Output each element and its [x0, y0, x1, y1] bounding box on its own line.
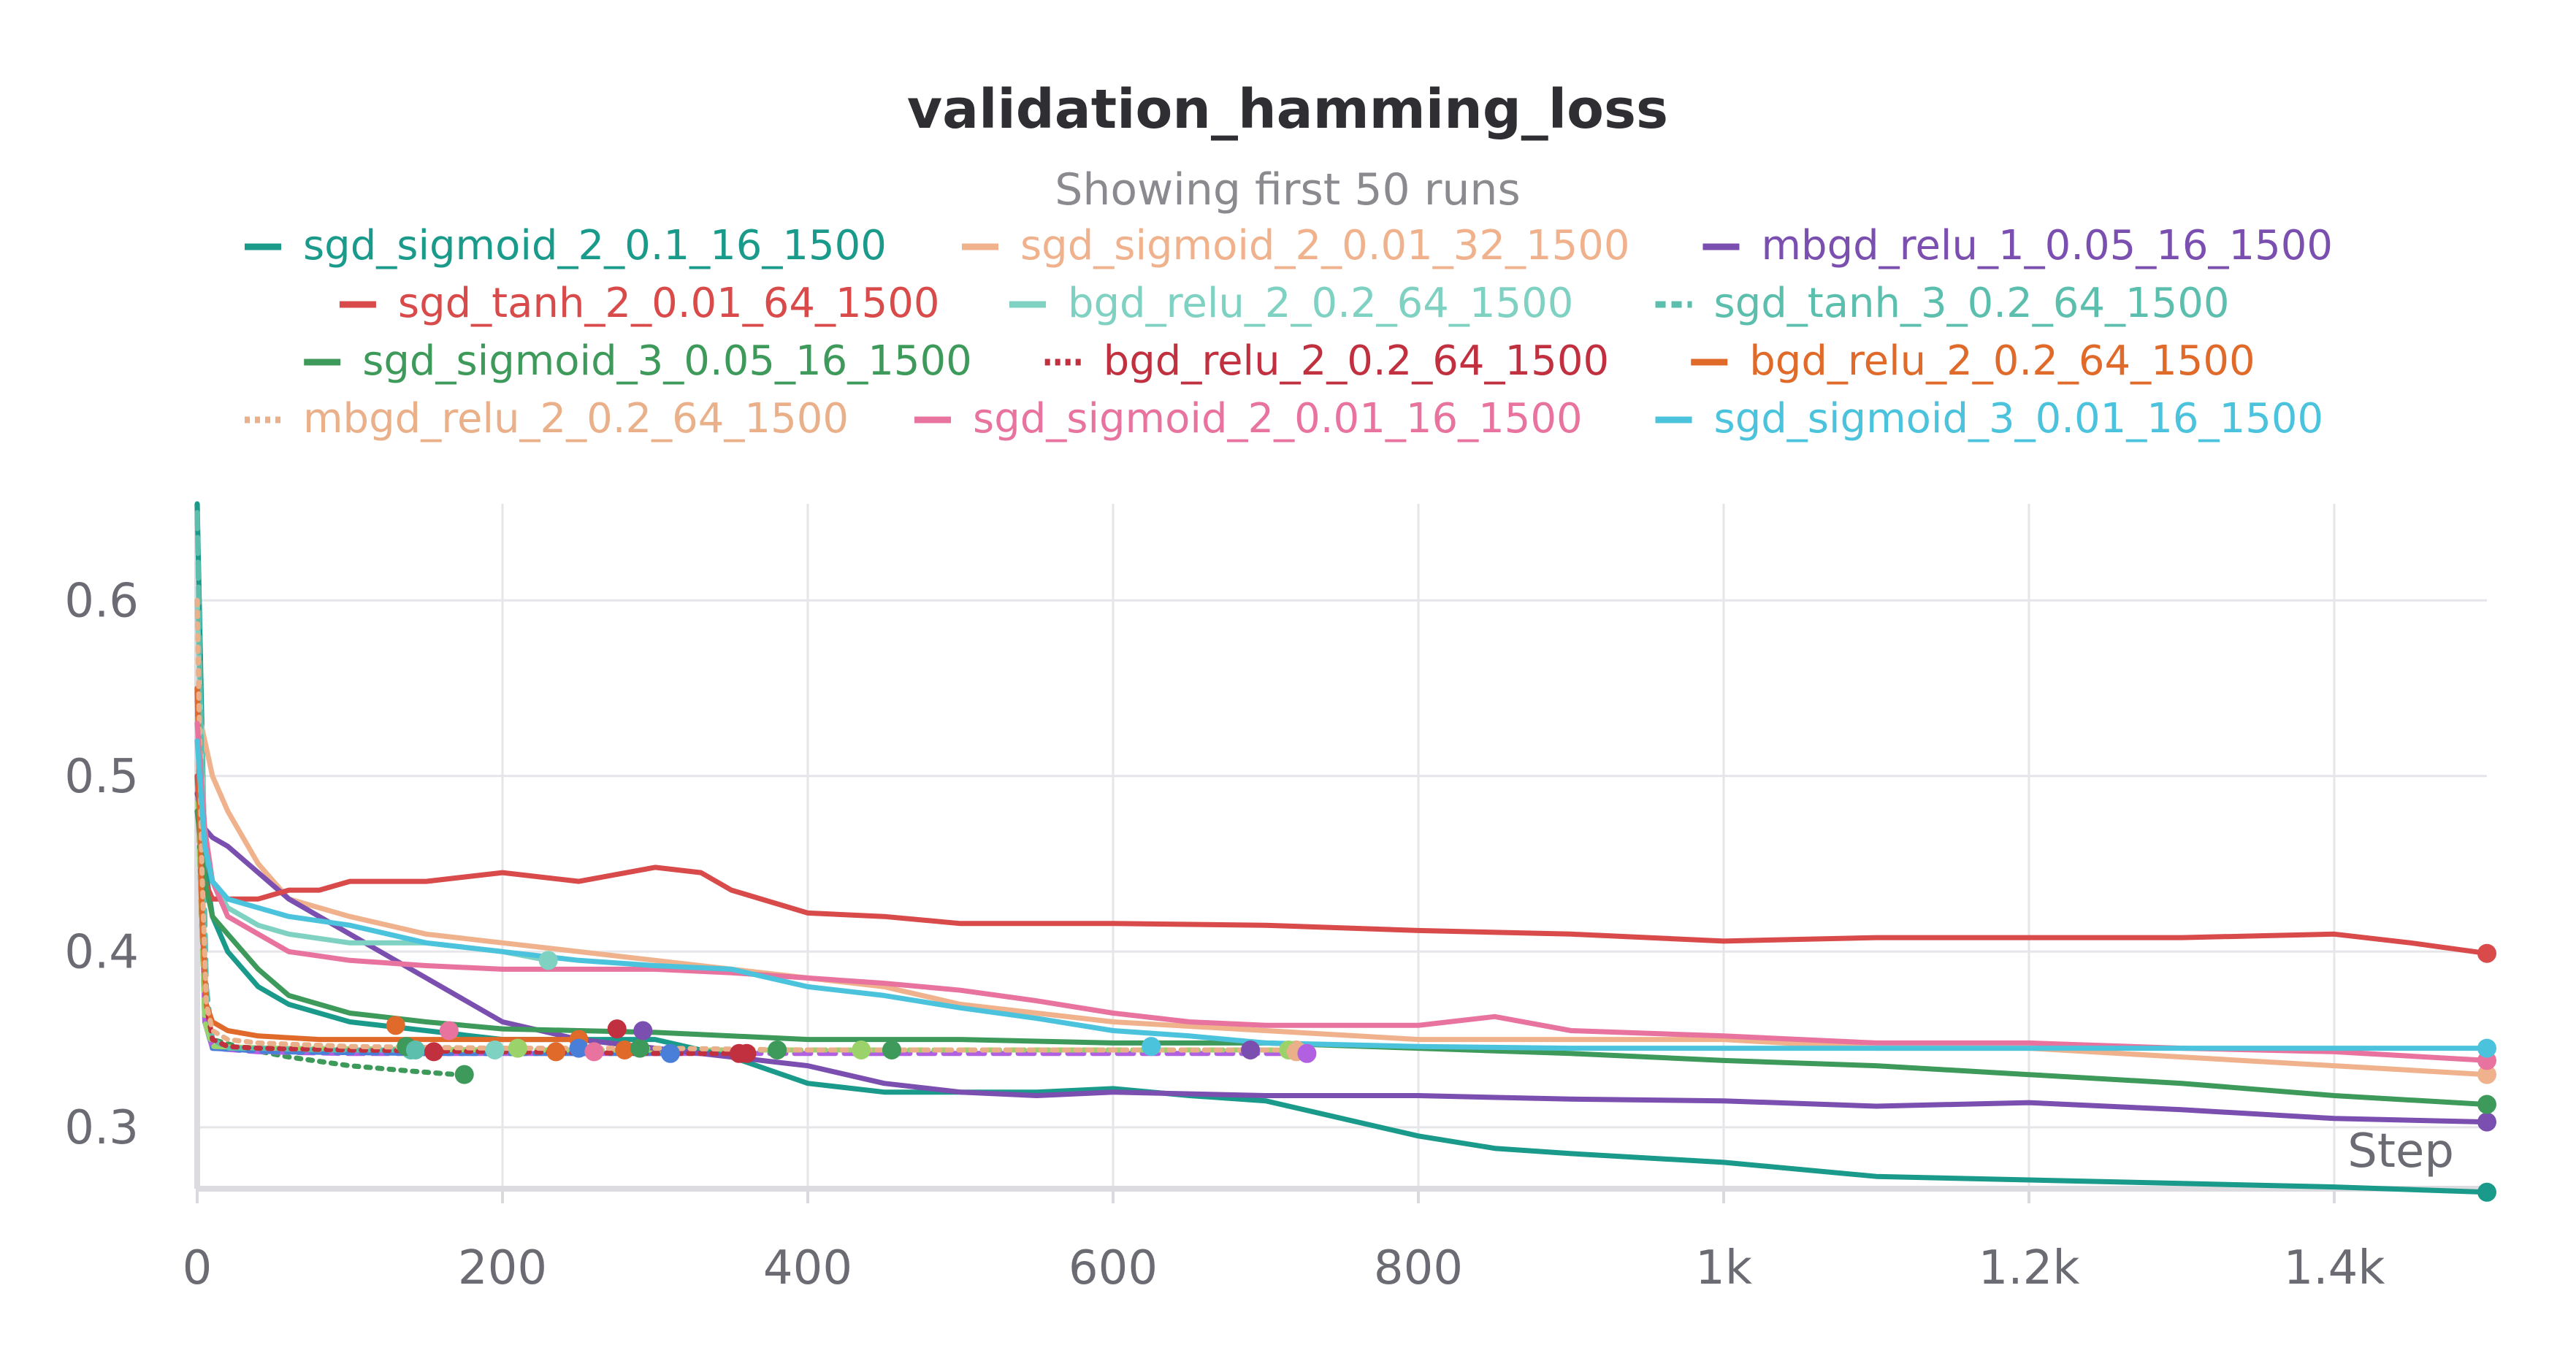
y-tick-label: 0.3: [64, 1101, 139, 1155]
run-end-marker: [633, 1021, 653, 1040]
x-tick-label: 1k: [1695, 1241, 1752, 1295]
series-lines: [194, 501, 2490, 1195]
series-line: [194, 738, 2490, 1051]
x-tick-label: 600: [1069, 1241, 1158, 1295]
series-line: [194, 501, 2490, 1195]
x-tick-label: 0: [183, 1241, 213, 1295]
legend-label: sgd_sigmoid_2_0.1_16_1500: [303, 222, 887, 269]
run-end-marker: [729, 1043, 749, 1063]
run-end-marker: [584, 1042, 604, 1062]
series-end-marker: [2477, 1065, 2496, 1084]
series-end-marker: [2477, 1038, 2496, 1058]
unlabeled-series-line: [194, 773, 1291, 1053]
x-axis-label: Step: [2347, 1124, 2454, 1178]
run-end-marker: [485, 1040, 505, 1059]
unlabeled-series-line: [194, 773, 673, 1057]
series-markers: [386, 943, 2496, 1202]
run-end-marker: [1142, 1037, 1161, 1057]
series-line: [194, 773, 2490, 957]
run-end-marker: [768, 1040, 787, 1059]
series-end-marker: [2477, 943, 2496, 963]
series-line: [194, 808, 2490, 1108]
y-tick-label: 0.5: [64, 750, 139, 804]
y-tick-label: 0.6: [64, 574, 139, 628]
run-end-marker: [607, 1019, 627, 1039]
legend-label: mbgd_relu_1_0.05_16_1500: [1761, 222, 2333, 269]
series-line: [194, 721, 2490, 1063]
series-end-marker: [2477, 1182, 2496, 1202]
x-tick-label: 400: [763, 1241, 852, 1295]
run-end-marker: [660, 1043, 680, 1063]
legend-label: sgd_sigmoid_3_0.01_16_1500: [1714, 395, 2324, 442]
gridlines: 0.3 0.4 0.5 0.6 0 200 400 600 800 1k 1.2k 1.4k: [64, 504, 2487, 1295]
x-tick-label: 200: [458, 1241, 547, 1295]
run-end-marker: [454, 1065, 474, 1084]
run-end-marker: [439, 1021, 459, 1040]
legend-label: bgd_relu_2_0.2_64_1500: [1749, 337, 2255, 385]
series-line: [194, 703, 2490, 1078]
legend-label: sgd_tanh_3_0.2_64_1500: [1714, 280, 2230, 327]
chart-title: validation_hamming_loss: [907, 78, 1668, 141]
series-line: [194, 791, 2490, 1125]
series-end-marker: [538, 951, 558, 970]
run-end-marker: [882, 1040, 901, 1059]
y-tick-label: 0.4: [64, 925, 139, 979]
legend-label: sgd_tanh_2_0.01_64_1500: [398, 280, 940, 327]
legend-label: bgd_relu_2_0.2_64_1500: [1104, 337, 1609, 385]
run-end-marker: [1297, 1043, 1317, 1063]
legend-label: sgd_sigmoid_2_0.01_32_1500: [1020, 222, 1630, 269]
x-tick-label: 1.4k: [2284, 1241, 2385, 1295]
legend-label: bgd_relu_2_0.2_64_1500: [1068, 280, 1573, 327]
run-end-marker: [508, 1038, 527, 1058]
legend-label: mbgd_relu_2_0.2_64_1500: [303, 395, 849, 442]
series-end-marker: [2477, 1095, 2496, 1114]
legend-label: sgd_sigmoid_2_0.01_16_1500: [973, 395, 1583, 442]
series-line: [194, 510, 414, 1053]
series-end-marker: [2477, 1112, 2496, 1132]
chart-subtitle: Showing first 50 runs: [1055, 164, 1520, 215]
run-end-marker: [424, 1042, 443, 1062]
run-end-marker: [569, 1038, 589, 1058]
run-end-marker: [630, 1038, 650, 1058]
run-end-marker: [1241, 1040, 1261, 1059]
x-tick-label: 800: [1374, 1241, 1463, 1295]
run-end-marker: [852, 1040, 871, 1059]
legend-label: sgd_sigmoid_3_0.05_16_1500: [362, 337, 972, 385]
legend: sgd_sigmoid_2_0.1_16_1500 sgd_sigmoid_2_0…: [245, 222, 2333, 442]
x-tick-label: 1.2k: [1979, 1241, 2080, 1295]
run-end-marker: [405, 1040, 425, 1059]
axes: [194, 504, 2487, 1192]
run-end-marker: [386, 1016, 405, 1035]
run-end-marker: [615, 1040, 635, 1059]
series-line: [194, 597, 1299, 1053]
series-line: [194, 686, 581, 1043]
run-end-marker: [546, 1042, 566, 1062]
unlabeled-series-line: [194, 686, 1315, 1057]
